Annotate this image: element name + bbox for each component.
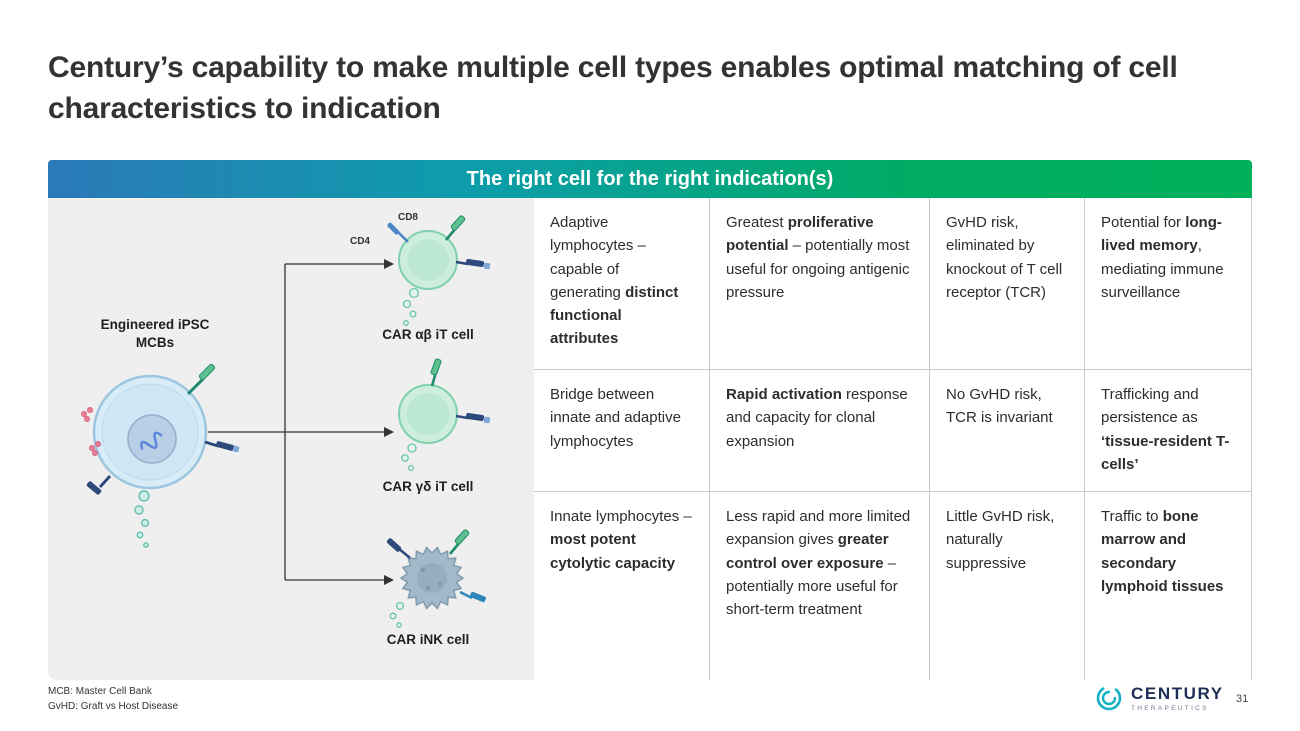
- branch-arrows: [208, 263, 384, 581]
- car-receptor-icon: [459, 590, 486, 603]
- cell-diagram-illustration: [81, 215, 491, 628]
- secretion-dots: [402, 287, 420, 326]
- car-ab-it-cell-illustration: [387, 215, 491, 326]
- antigen-icon: [81, 406, 102, 456]
- car-receptor-icon: [445, 215, 466, 241]
- table-cell: Less rapid and more limited expansion gi…: [710, 492, 930, 680]
- century-logo: CENTURY THERAPEUTICS: [1094, 683, 1224, 713]
- ipsc-cell-illustration: [81, 363, 240, 548]
- cd4-label: CD4: [349, 236, 370, 247]
- arrowheads: [384, 259, 394, 585]
- secretion-dots: [134, 490, 150, 548]
- table-cell: GvHD risk, eliminated by knockout of T c…: [930, 198, 1085, 370]
- car-receptor-icon: [455, 259, 491, 270]
- car-gd-it-cell-label: CAR γδ iT cell: [382, 479, 474, 494]
- table-cell: Rapid activation response and capacity f…: [710, 370, 930, 492]
- table-cell: Bridge between innate and adaptive lymph…: [534, 370, 710, 492]
- table-cell: Innate lymphocytes – most potent cytolyt…: [534, 492, 710, 680]
- car-receptor-icon: [86, 474, 112, 495]
- page-title: Century’s capability to make multiple ce…: [48, 51, 1178, 125]
- car-receptor-icon: [204, 440, 240, 453]
- table-cell: Potential for long-lived memory, mediati…: [1085, 198, 1252, 370]
- page-number: 31: [1236, 693, 1249, 705]
- footnote-line: GvHD: Graft vs Host Disease: [48, 701, 179, 712]
- table-cell: Little GvHD risk, naturally suppressive: [930, 492, 1085, 680]
- car-ink-cell-label: CAR iNK cell: [386, 632, 470, 647]
- century-logo-icon: [1096, 685, 1122, 711]
- dna-icon: [140, 431, 163, 450]
- cd8-label: CD8: [397, 212, 418, 223]
- cell-diagram-panel: Engineered iPSC MCBs CD4 CD8 CAR αβ iT c…: [48, 198, 534, 680]
- footnotes: MCB: Master Cell Bank GvHD: Graft vs Hos…: [48, 684, 178, 714]
- ipsc-mcb-label: Engineered iPSC MCBs: [100, 317, 210, 350]
- secretion-dots: [401, 443, 417, 472]
- table-cell: Adaptive lymphocytes – capable of genera…: [534, 198, 710, 370]
- logo-name: CENTURY: [1131, 683, 1224, 703]
- car-receptor-icon: [186, 363, 216, 396]
- car-receptor-icon: [430, 358, 442, 387]
- car-receptor-icon: [386, 538, 411, 559]
- characteristics-table: Adaptive lymphocytes – capable of genera…: [534, 198, 1252, 680]
- car-receptor-icon: [387, 222, 409, 243]
- table-cell: Trafficking and persistence as ‘tissue-r…: [1085, 370, 1252, 492]
- secretion-dots: [389, 601, 405, 628]
- banner: The right cell for the right indication(…: [48, 160, 1252, 198]
- table-cell: No GvHD risk, TCR is invariant: [930, 370, 1085, 492]
- car-receptor-icon: [455, 413, 491, 424]
- table-cell: Greatest proliferative potential – poten…: [710, 198, 930, 370]
- banner-label: The right cell for the right indication(…: [466, 167, 834, 190]
- car-ab-it-cell-label: CAR αβ iT cell: [382, 327, 474, 342]
- car-ink-cell-illustration: [386, 529, 486, 628]
- table-cell: Traffic to bone marrow and secondary lym…: [1085, 492, 1252, 680]
- car-receptor-icon: [449, 529, 470, 555]
- nucleus-icon: [127, 414, 177, 464]
- car-gd-it-cell-illustration: [398, 358, 491, 472]
- logo-subtitle: THERAPEUTICS: [1131, 704, 1209, 712]
- footnote-line: MCB: Master Cell Bank: [48, 686, 152, 697]
- content-area: Engineered iPSC MCBs CD4 CD8 CAR αβ iT c…: [48, 198, 1252, 680]
